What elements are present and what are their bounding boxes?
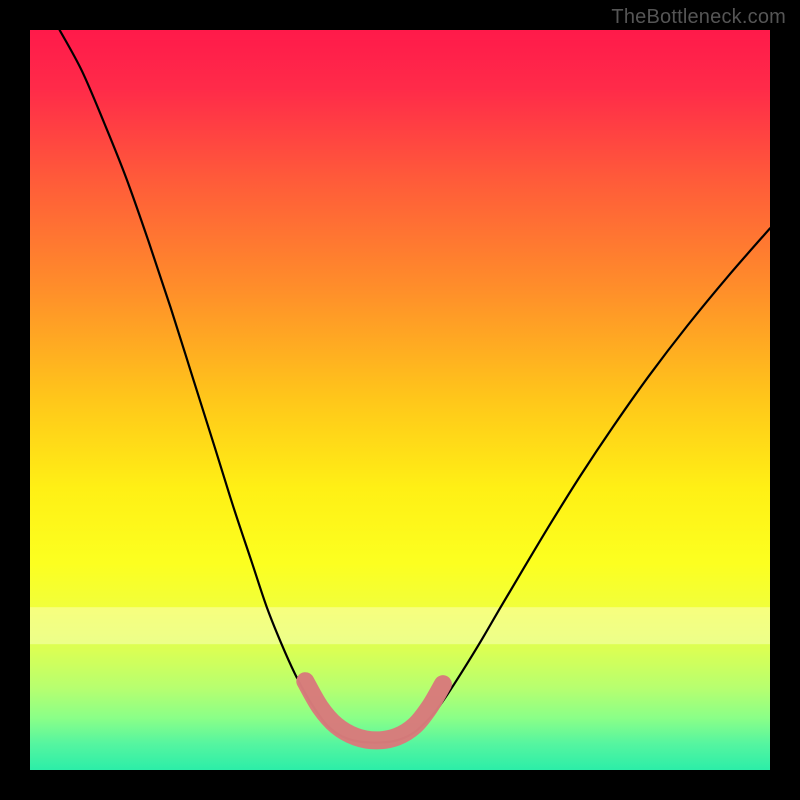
plot-area [30,30,770,770]
chart-frame: TheBottleneck.com [0,0,800,800]
highlight-band [30,607,770,644]
chart-svg [30,30,770,770]
gradient-background [30,30,770,770]
watermark-text: TheBottleneck.com [611,6,786,29]
